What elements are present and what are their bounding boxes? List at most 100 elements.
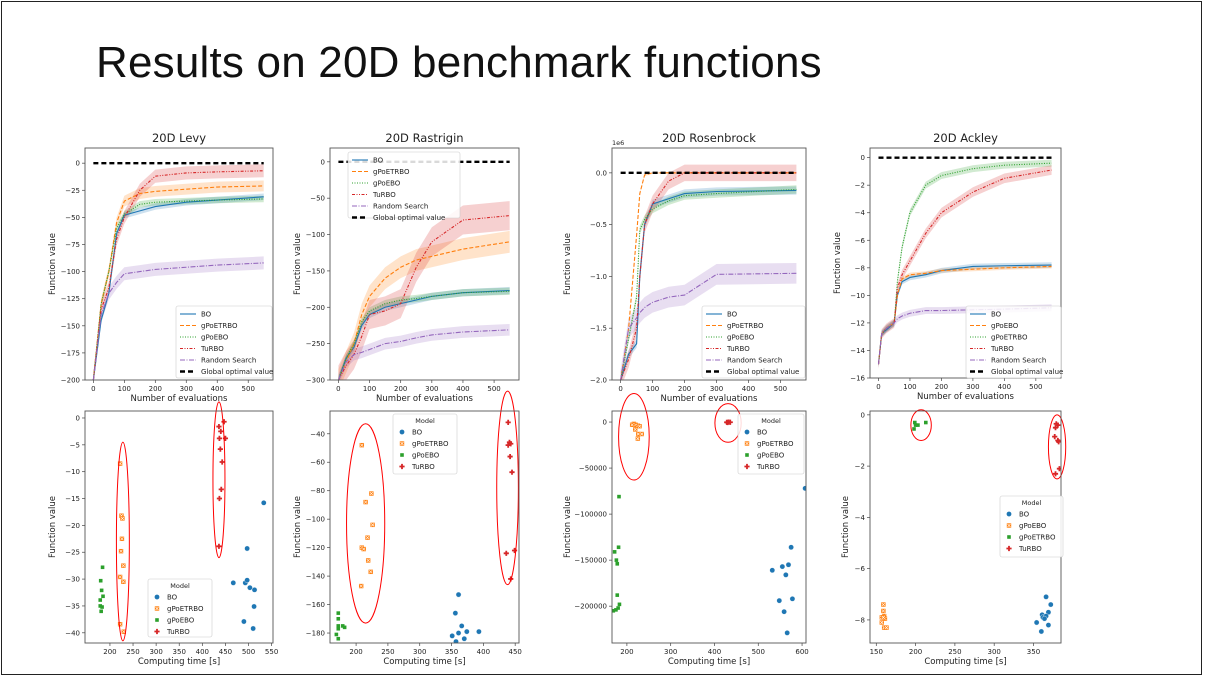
point-bo-4: [455, 630, 462, 636]
legend-label: TuRBO: [1018, 545, 1042, 553]
y-axis-label: Function value: [841, 496, 851, 558]
point-bo-8: [781, 608, 787, 615]
legend-marker-cross: [1007, 523, 1011, 528]
legend-marker: [399, 429, 405, 435]
series-line-turbo: [337, 215, 510, 380]
point-turbo-3: [1052, 434, 1058, 440]
x-tick-label: 300: [988, 648, 1001, 656]
y-tick-label: −25: [65, 187, 80, 195]
legend-marker: [154, 628, 160, 635]
point-turbo-8: [216, 495, 223, 502]
point-gpoebo-1-cross: [881, 609, 886, 613]
x-tick-label: 200: [149, 385, 162, 393]
point-gpoetrbo-8-cross: [369, 570, 373, 574]
x-tick-label: 250: [126, 648, 139, 656]
legend: BO gPoEBO gPoETRBO TuRBO Random Search Global…: [965, 305, 1063, 379]
x-tick-label: 400: [211, 385, 224, 393]
point-bo-4: [785, 561, 792, 568]
legend-label: TuRBO: [166, 628, 190, 636]
legend-label: gPoEBO: [1019, 522, 1047, 530]
point-turbo-1: [221, 419, 227, 425]
point-bo-6: [776, 597, 783, 604]
legend-label: TuRBO: [990, 345, 1014, 353]
point-gpoetrbo-3: [370, 522, 375, 528]
point-gpoebo-1: [336, 617, 341, 621]
point-gpoetrbo-5-cross: [636, 432, 640, 436]
legend-label: BO: [412, 429, 423, 437]
legend-label: Global optimal value: [991, 368, 1063, 376]
x-tick-label: 450: [508, 648, 521, 656]
point-gpoebo-1: [881, 608, 886, 614]
point-gpoebo-1: [98, 578, 103, 583]
y-tick-label: 0: [76, 414, 80, 422]
legend: BO gPoETRBO gPoEBO TuRBO Random Search Global…: [347, 151, 461, 222]
y-tick-label: −10: [850, 292, 865, 300]
point-gpoetrbo-6: [361, 546, 366, 552]
highlight-ellipse-1: [212, 401, 226, 559]
point-gpoebo-0: [881, 602, 886, 607]
point-bo-5: [783, 572, 789, 578]
point-gpoetrbo-3: [637, 423, 642, 429]
y-tick-label: −2: [855, 182, 865, 190]
legend-marker: [154, 606, 160, 611]
axes-frame: [611, 147, 807, 381]
y-tick-label: −75: [65, 241, 80, 249]
point-bo-7: [789, 596, 796, 602]
legend-label: gPoEBO: [727, 334, 755, 342]
axes-frame: [869, 147, 1062, 379]
legend-title: Model: [170, 582, 190, 590]
legend-label: gPoEBO: [167, 617, 195, 625]
legend: Model BO gPoETRBO gPoEBO TuRBO: [147, 578, 213, 638]
legend-marker-cross: [400, 441, 404, 446]
series-line-bo: [877, 264, 1052, 365]
y-tick-label: −20: [65, 522, 80, 530]
y-tick-label: −15: [65, 495, 80, 503]
legend: Model BO gPoEBO gPoETRBO TuRBO: [999, 495, 1064, 558]
y-tick-label: 0: [603, 419, 607, 427]
y-axis-label: Function value: [293, 496, 303, 558]
y-axis-label: Function value: [563, 496, 573, 558]
x-tick-label: 500: [774, 385, 787, 393]
point-turbo-3: [505, 442, 511, 448]
point-turbo-7: [218, 486, 224, 493]
series-band-4: [93, 256, 264, 380]
legend-marker: [1006, 523, 1012, 528]
legend-marker: [744, 429, 750, 435]
legend-title: Model: [761, 417, 781, 425]
y-tick-label: −6: [855, 565, 866, 573]
y-tick-label: −1.0: [590, 273, 607, 281]
point-turbo-9: [216, 543, 222, 549]
y-tick-label: −14: [850, 347, 865, 355]
point-turbo-7: [503, 550, 509, 556]
y-tick-label: −300: [306, 377, 325, 385]
point-gpoetrbo-5: [121, 563, 126, 568]
point-gpoebo-3: [101, 594, 105, 599]
x-tick-label: 550: [265, 648, 278, 656]
series-line-gpoebo: [337, 290, 510, 380]
point-bo-1: [452, 610, 459, 616]
legend-marker: [155, 618, 159, 622]
point-bo-2: [458, 623, 465, 629]
y-tick-label: −40: [310, 430, 325, 438]
point-bo-5: [453, 638, 459, 643]
series-band-4: [338, 324, 510, 380]
y-tick-label: −0.5: [590, 221, 607, 229]
y-tick-label: −80: [310, 487, 325, 495]
y-tick-label: −8: [855, 616, 865, 624]
y-tick-label: −4: [855, 209, 866, 217]
x-tick-label: 400: [998, 383, 1011, 391]
point-gpoebo-5: [615, 593, 620, 597]
chart-title: 20D Levy: [152, 131, 206, 145]
point-bo-4: [247, 584, 253, 591]
point-gpoetrbo-0: [913, 420, 917, 425]
point-gpoebo-5: [336, 626, 341, 631]
x-axis-label: Computing time [s]: [668, 657, 750, 667]
point-gpoetrbo-7-cross: [121, 580, 126, 584]
y-axis-label: Function value: [293, 233, 303, 295]
x-axis-label: Number of evaluations: [376, 394, 473, 404]
y-tick-label: −200: [306, 304, 325, 312]
x-tick-label: 500: [242, 385, 255, 393]
x-tick-label: 350: [173, 648, 186, 656]
point-gpoetrbo-6-cross: [362, 547, 366, 551]
highlight-ellipse-0: [115, 441, 130, 642]
